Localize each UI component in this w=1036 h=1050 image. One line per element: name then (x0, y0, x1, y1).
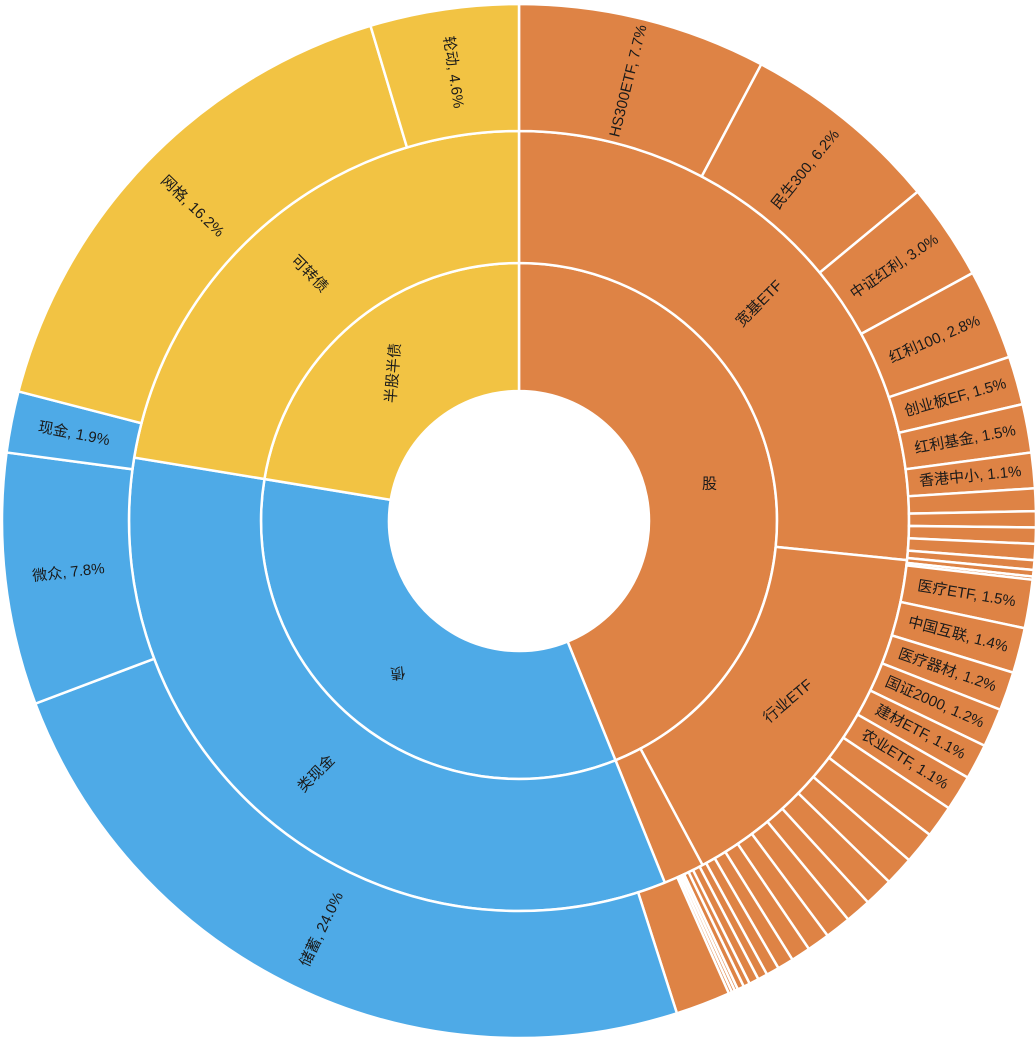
sunburst-label-半股半债: 半股半债 (383, 342, 405, 403)
sunburst-label-股: 股 (702, 476, 717, 493)
sunburst-segment-ring3-轮动 (368, 2, 521, 149)
sunburst-segment-ring3-储蓄 (33, 657, 679, 1040)
sunburst-label-债: 债 (389, 663, 406, 682)
